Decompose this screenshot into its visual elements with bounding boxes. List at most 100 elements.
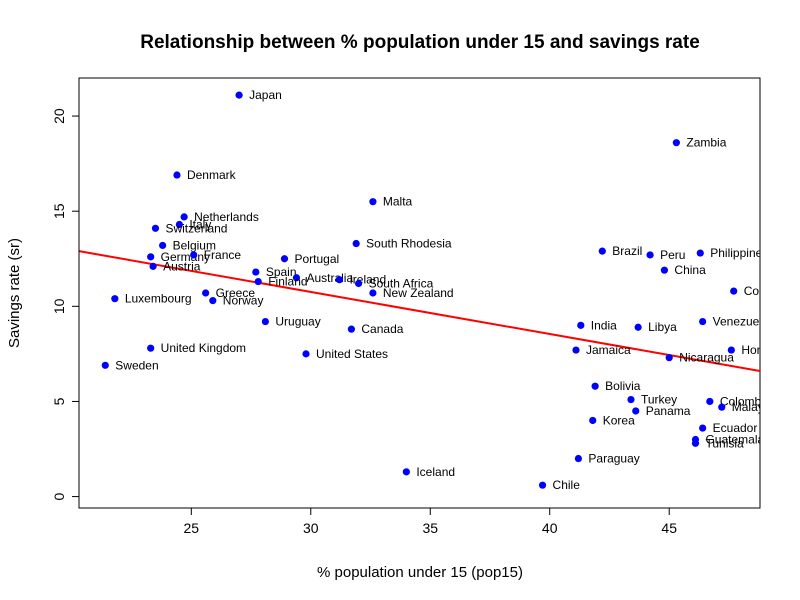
data-point	[202, 289, 210, 297]
x-axis: 25 30 35 40 45	[184, 507, 677, 536]
point-label: Spain	[266, 265, 297, 279]
point-label: Austria	[163, 259, 201, 273]
point-label: South Africa	[369, 276, 434, 290]
data-point	[574, 454, 583, 463]
point-label: Finland	[268, 275, 307, 289]
data-point	[235, 91, 243, 99]
point-label: Peru	[660, 248, 685, 262]
data-point	[175, 220, 183, 229]
data-point	[352, 239, 360, 248]
data-point	[369, 289, 377, 297]
data-point	[101, 361, 109, 369]
point-label: Uruguay	[275, 315, 320, 329]
data-point	[209, 297, 217, 305]
point-label: Germany	[161, 250, 210, 264]
data-point	[646, 251, 654, 259]
data-point	[691, 439, 700, 447]
data-point	[699, 424, 707, 432]
point-label: China	[674, 263, 706, 277]
data-point	[665, 354, 673, 362]
point-label: Honduras	[741, 343, 793, 357]
point-label: Jamaica	[586, 343, 631, 357]
y-axis: 0 5 10 15 20	[51, 108, 80, 500]
point-label: Denmark	[187, 168, 237, 182]
point-label: Portugal	[294, 252, 339, 266]
data-point	[335, 276, 344, 284]
point-label: Iceland	[416, 465, 455, 479]
data-point	[354, 279, 363, 288]
data-point	[730, 287, 738, 295]
x-tick-label: 35	[422, 520, 438, 536]
data-point	[369, 198, 377, 206]
point-label: Venezuela	[713, 315, 769, 329]
x-axis-label: % population under 15 (pop15)	[317, 564, 523, 581]
point-label: India	[591, 318, 617, 332]
data-point	[180, 213, 188, 221]
x-tick-label: 30	[303, 520, 319, 536]
data-point	[727, 346, 735, 354]
data-point	[706, 397, 714, 406]
point-label: Korea	[603, 413, 635, 427]
point-label: Belgium	[173, 238, 216, 252]
data-point	[190, 251, 198, 259]
data-point	[173, 171, 181, 179]
data-point	[254, 277, 262, 286]
point-label: Sweden	[115, 358, 158, 372]
point-label: Canada	[361, 322, 403, 336]
data-point	[591, 382, 599, 390]
data-point	[718, 403, 726, 411]
data-point	[672, 139, 680, 147]
point-label: Norway	[223, 294, 264, 308]
point-label: United Kingdom	[161, 341, 246, 355]
data-point	[634, 323, 642, 331]
plot-area: JapanZambiaDenmarkMaltaNetherlandsItalyS…	[79, 88, 795, 492]
data-point	[111, 295, 119, 303]
x-tick-label: 40	[542, 520, 558, 536]
point-label: Nicaragua	[679, 351, 734, 365]
point-label: Guatemala	[705, 433, 764, 447]
y-tick-label: 10	[51, 298, 67, 314]
point-label: Malta	[383, 195, 413, 209]
point-label: Paraguay	[588, 452, 639, 466]
point-label: Turkey	[641, 393, 677, 407]
chart-title: Relationship between % population under …	[140, 32, 700, 53]
point-label: France	[204, 248, 242, 262]
data-point	[292, 274, 301, 282]
data-point	[151, 224, 160, 232]
y-tick-label: 5	[51, 397, 67, 405]
data-point	[572, 346, 580, 354]
data-point	[577, 321, 585, 329]
point-label: Panama	[646, 404, 691, 418]
data-point	[302, 350, 310, 358]
data-point	[402, 468, 410, 476]
point-label: Netherlands	[194, 210, 259, 224]
point-label: Luxembourg	[125, 292, 192, 306]
data-point	[699, 317, 707, 326]
data-point	[660, 266, 669, 274]
data-point	[159, 241, 167, 250]
data-point	[696, 249, 704, 257]
point-label: Colombia	[744, 284, 795, 298]
point-label: South Rhodesia	[366, 237, 452, 251]
point-label: Colombia	[720, 394, 771, 408]
data-point	[589, 416, 597, 425]
data-point	[147, 344, 155, 352]
point-label: Switzerland	[165, 221, 227, 235]
data-point	[252, 268, 260, 276]
point-label: Tunisia	[705, 436, 744, 450]
point-label: Libya	[648, 320, 677, 334]
point-label: Malaysia	[732, 400, 780, 414]
x-tick-label: 45	[661, 520, 677, 536]
y-tick-label: 15	[51, 203, 67, 219]
point-label: New Zealand	[383, 286, 454, 300]
data-point	[147, 253, 155, 261]
point-label: Greece	[216, 286, 256, 300]
data-point	[261, 317, 269, 326]
y-tick-label: 0	[51, 492, 67, 500]
point-label: Chile	[553, 478, 581, 492]
data-point	[280, 255, 289, 263]
data-point	[347, 325, 355, 333]
point-label: Japan	[249, 88, 282, 102]
point-label: Italy	[189, 218, 211, 232]
